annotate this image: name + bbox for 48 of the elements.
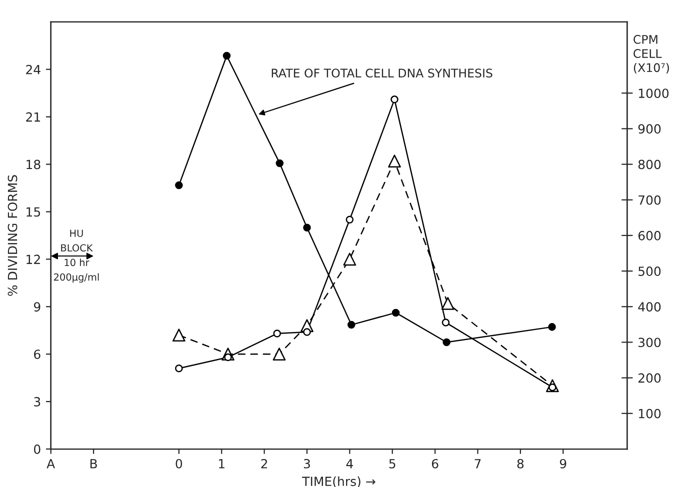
y-tick-label: 9 [34,302,40,312]
point [392,308,400,317]
y-tick-label: 15 [26,207,40,217]
point [272,348,286,361]
y-tick-label: 24 [26,64,40,74]
y2-tick-label: 600 [638,230,661,240]
y2-axis-title: CPM CELL (X10⁷) [634,34,669,74]
y2-tick-label: 300 [638,338,661,348]
point [442,338,450,346]
point [222,52,231,60]
x-tick-label: 6 [432,458,438,468]
x-tick-label: 8 [517,458,524,468]
point [343,252,356,266]
y2-tick-label: 900 [638,124,661,134]
point [276,159,284,168]
y-tick-label: 6 [34,350,40,360]
annotation: RATE OF TOTAL CELL DNA SYNTHESIS [272,68,492,78]
x-tick-label: 4 [346,459,353,468]
y2-tick-label: 500 [638,266,661,276]
point [548,323,556,331]
y-tick-label: 21 [26,112,40,122]
y-tick-label: 18 [26,160,40,170]
x-tick-label: 7 [474,459,481,468]
y-axis-title: % DIVIDING FORMS [8,175,18,296]
x-tick-label: 9 [560,458,566,468]
x-tick-label: B [90,459,97,468]
point [388,154,401,168]
y-tick-label: 0 [34,444,40,454]
x-tick-label: A [46,459,56,468]
y2-tick-label: 200 [638,373,661,383]
point [441,297,454,310]
y2-tick-label: 400 [638,302,661,312]
x-tick-label: 3 [304,458,310,468]
x-tick-label: 1 [219,459,224,468]
y-tick-label: 12 [26,254,40,264]
point [303,224,311,232]
point [175,181,183,190]
y2-tick-label: 100 [638,408,661,418]
x-tick-label: 2 [261,458,268,468]
y-tick-label: 3 [34,397,40,406]
x-tick-label: 5 [389,459,396,468]
y2-tick-label: 1000 [638,88,669,98]
y2-tick-label: 800 [638,160,661,170]
point [172,328,186,342]
y2-tick-label: 700 [638,195,661,205]
annotation: HU BLOCK 10 hr 200μg/ml [54,230,99,283]
point [347,320,356,329]
x-tick-label: 0 [176,458,182,468]
